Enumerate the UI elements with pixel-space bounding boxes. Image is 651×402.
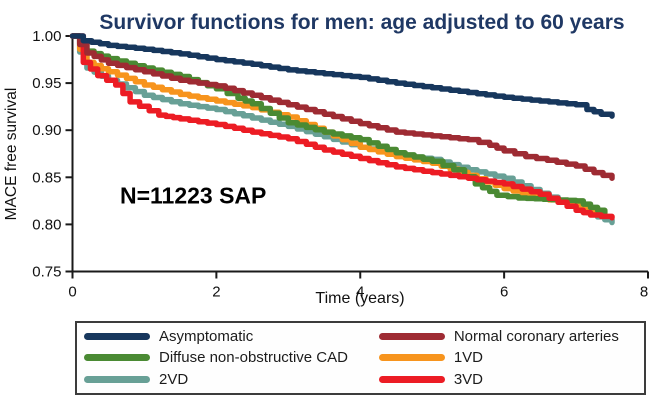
legend-swatch-line xyxy=(84,333,150,341)
x-tick-label: 2 xyxy=(212,284,220,301)
x-axis-label: Time (years) xyxy=(315,290,404,307)
y-tick-label: 0.85 xyxy=(32,169,61,186)
x-axis-ticks: 0 2 4 6 8 xyxy=(68,271,649,301)
legend-label: 1VD xyxy=(453,349,484,367)
y-tick-label: 0.75 xyxy=(32,264,61,281)
sample-size-annotation: N=11223 SAP xyxy=(120,183,266,209)
legend-item-normal-coronary-arteries: Normal coronary arteries xyxy=(378,326,644,347)
legend-column-right: Normal coronary arteries 1VD 3VD xyxy=(372,323,644,393)
plot-area: Survivor functions for men: age adjusted… xyxy=(3,11,649,307)
survival-curves xyxy=(69,33,615,226)
legend-column-left: Asymptomatic Diffuse non-obstructive CAD 2… xyxy=(77,323,372,393)
legend-swatch-line xyxy=(84,354,150,362)
chart-title: Survivor functions for men: age adjusted… xyxy=(99,11,624,34)
x-tick-label: 4 xyxy=(356,284,364,301)
x-tick-label: 6 xyxy=(500,284,508,301)
legend-label: 2VD xyxy=(159,370,189,388)
curve-3vd xyxy=(69,33,615,221)
legend-swatch-line xyxy=(378,333,445,341)
legend-label: Asymptomatic xyxy=(159,328,254,346)
y-tick-label: 0.95 xyxy=(32,75,61,92)
y-tick-label: 0.90 xyxy=(32,122,61,139)
legend-box: Asymptomatic Diffuse non-obstructive CAD 2… xyxy=(75,321,646,395)
legend-swatch-line xyxy=(378,375,445,383)
x-tick-label: 8 xyxy=(640,284,648,301)
legend-label: Normal coronary arteries xyxy=(453,328,619,346)
legend-item-3vd: 3VD xyxy=(378,369,644,390)
legend-item-asymptomatic: Asymptomatic xyxy=(84,326,372,347)
y-tick-label: 1.00 xyxy=(32,28,61,45)
legend-label: Diffuse non-obstructive CAD xyxy=(159,349,348,367)
legend-item-2vd: 2VD xyxy=(84,369,372,390)
legend-item-1vd: 1VD xyxy=(378,347,644,368)
legend-label: 3VD xyxy=(453,370,484,388)
legend-swatch-line xyxy=(84,375,150,383)
curve-diffuse-non-obstructive-cad xyxy=(69,33,608,216)
legend-item-diffuse-non-obstructive-cad: Diffuse non-obstructive CAD xyxy=(84,347,372,368)
y-axis-ticks: 1.00 0.95 0.90 0.85 0.80 0.75 xyxy=(32,28,73,281)
curve-normal-coronary-arteries xyxy=(69,33,615,181)
x-tick-label: 0 xyxy=(68,284,76,301)
legend-swatch-line xyxy=(378,354,445,362)
y-axis-label: MACE free survival xyxy=(3,88,20,221)
y-tick-label: 0.80 xyxy=(32,216,61,233)
curve-asymptomatic xyxy=(69,33,615,119)
